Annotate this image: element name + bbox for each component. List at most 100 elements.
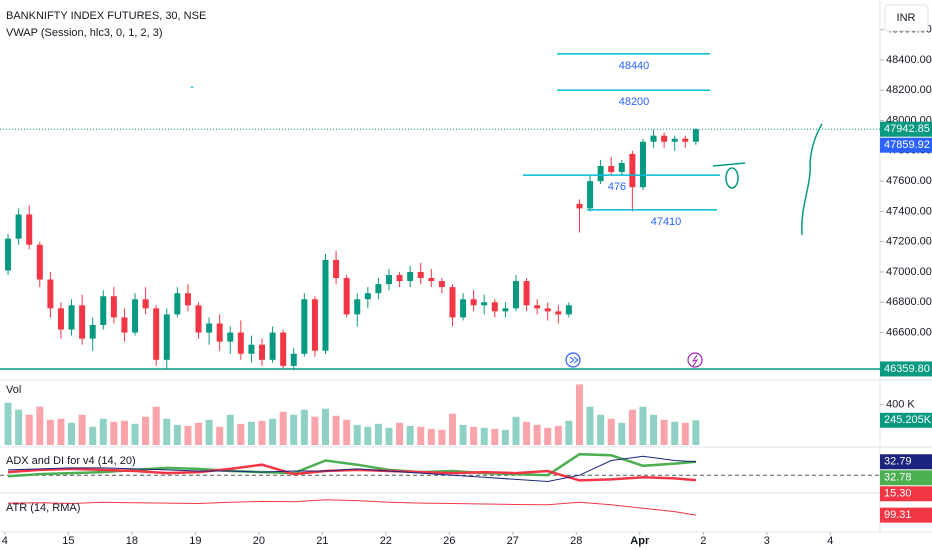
candle-body	[142, 299, 149, 309]
y-tick-label: 47200.00	[886, 236, 932, 248]
volume-bar	[639, 406, 647, 445]
marks: 46600.00 46800.00 47000.00 47200.00 47400.00…	[0, 24, 932, 547]
volume-bar	[385, 427, 393, 445]
price-label: 47942.85	[884, 123, 930, 135]
volume-bar	[692, 420, 700, 445]
volume-bar	[89, 426, 97, 445]
x-tick-label: 26	[443, 535, 455, 547]
volume-bar	[660, 419, 668, 445]
candle-body	[460, 299, 467, 318]
candle-body	[597, 165, 604, 182]
candle-body	[132, 299, 139, 333]
drawn-line-label: 47410	[651, 216, 682, 228]
candle-body	[110, 296, 117, 318]
candle-body	[227, 332, 234, 342]
candle-body	[280, 332, 287, 366]
candle-body	[608, 165, 615, 173]
volume-bar	[501, 429, 509, 445]
y-tick-label: 400 K	[886, 399, 915, 411]
candle-body	[618, 162, 625, 173]
candle-body	[163, 314, 170, 360]
price-label: 99.31	[884, 509, 912, 521]
indicator-line	[7, 499, 696, 516]
volume-bar	[512, 416, 520, 445]
candle-body	[47, 279, 54, 309]
volume-bar	[68, 422, 76, 445]
volume-bar	[311, 416, 319, 445]
candle-body	[385, 275, 392, 285]
event-icon-glyph	[691, 354, 699, 367]
candle-body	[36, 244, 43, 280]
volume-bar	[417, 426, 425, 445]
candle-body	[481, 302, 488, 306]
volume-bar	[343, 419, 351, 445]
y-tick-label: 47600.00	[886, 175, 932, 187]
volume-bar	[470, 426, 478, 445]
volume-bar	[554, 425, 562, 445]
price-label: 46359.80	[884, 363, 930, 375]
candle-body	[661, 135, 668, 142]
candle-body	[153, 308, 160, 360]
candle-body	[290, 353, 297, 366]
volume-bar	[46, 419, 54, 445]
candle-body	[195, 305, 202, 333]
currency-button[interactable]	[884, 4, 929, 32]
pane-title: Vol	[6, 384, 21, 396]
volume-bar	[36, 406, 44, 445]
candle-body	[438, 281, 445, 288]
candle-body	[26, 214, 33, 245]
price-label-box	[880, 486, 932, 502]
candle-body	[534, 305, 541, 309]
volume-bar	[142, 416, 150, 445]
volume-bar	[163, 418, 171, 445]
event-icon[interactable]	[565, 352, 581, 368]
y-tick-label: 47000.00	[886, 266, 932, 278]
drawing	[725, 167, 739, 189]
candle-body	[311, 299, 318, 351]
price-label-box	[880, 470, 932, 486]
volume-bar	[480, 427, 488, 445]
volume-bar	[565, 420, 573, 445]
volume-bar	[586, 406, 594, 445]
candle-body	[576, 203, 583, 209]
indicator-line	[7, 463, 696, 482]
x-tick-label: 19	[189, 535, 201, 547]
y-tick-label: 47400.00	[886, 205, 932, 217]
candle-body	[174, 293, 181, 315]
price-label-box	[880, 361, 932, 377]
candle-body	[587, 181, 594, 209]
price-label: 32.78	[884, 472, 912, 484]
candle-body	[417, 271, 424, 279]
candle-body	[565, 305, 572, 315]
price-label-box	[880, 454, 932, 470]
volume-bar	[491, 428, 499, 445]
x-tick-label: 22	[380, 535, 392, 547]
volume-bar	[216, 426, 224, 445]
drawing	[191, 86, 193, 88]
x-tick-label: 15	[62, 535, 74, 547]
candle-body	[692, 129, 699, 142]
candle-body	[544, 308, 551, 312]
price-label: 47859.92	[884, 139, 930, 151]
candle-body	[470, 299, 477, 306]
volume-bar	[406, 425, 414, 445]
volume-bar	[332, 415, 340, 445]
candle-body	[89, 324, 96, 339]
price-label-box	[880, 507, 932, 523]
volume-bar	[152, 406, 160, 445]
volume-bar	[597, 414, 605, 445]
candle-body	[639, 141, 646, 188]
candle-body	[364, 293, 371, 300]
x-tick-label: 21	[316, 535, 328, 547]
candle-body	[682, 138, 689, 142]
x-tick-label: 4	[827, 535, 833, 547]
candle-body	[343, 278, 350, 315]
price-label: 32.79	[884, 456, 912, 468]
currency-label: INR	[897, 12, 916, 24]
candle-body	[5, 238, 12, 271]
price-label-box	[880, 137, 932, 153]
chart-title: BANKNIFTY INDEX FUTURES, 30, NSE	[6, 10, 206, 22]
volume-bar	[650, 414, 658, 445]
candle-body	[629, 153, 636, 188]
